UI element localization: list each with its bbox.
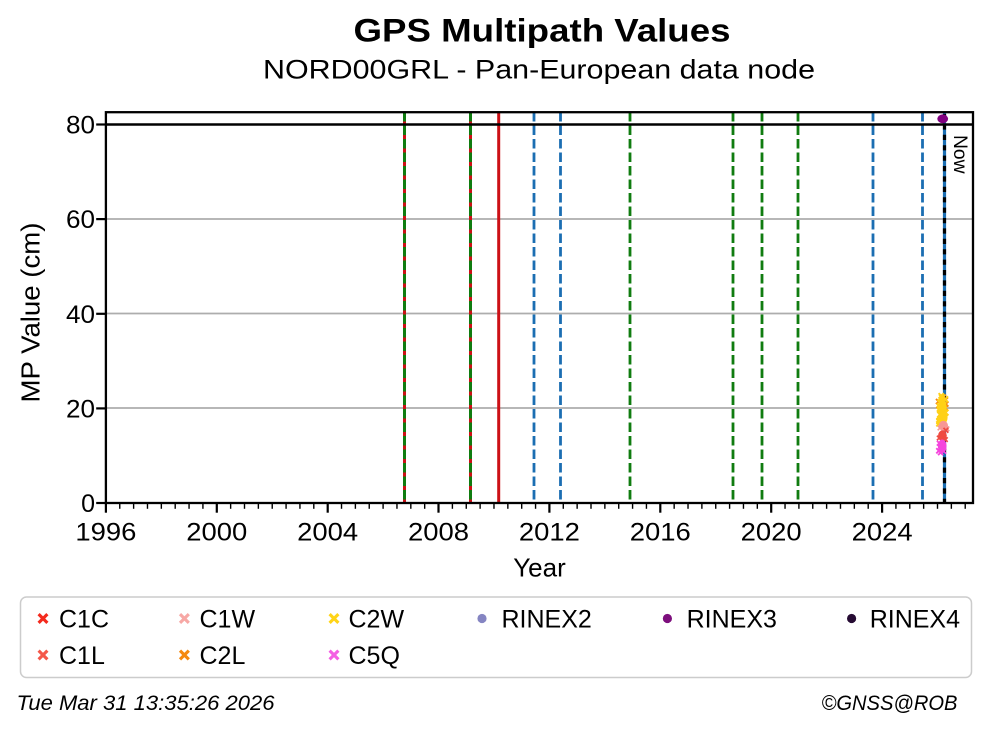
svg-text:RINEX2: RINEX2 — [502, 606, 592, 634]
svg-text:2000: 2000 — [186, 519, 247, 547]
svg-text:MP Value (cm): MP Value (cm) — [18, 223, 46, 403]
svg-text:GPS Multipath Values: GPS Multipath Values — [354, 13, 731, 49]
svg-text:60: 60 — [66, 206, 95, 234]
svg-text:Year: Year — [513, 552, 566, 582]
svg-text:NORD00GRL - Pan-European data: NORD00GRL - Pan-European data node — [263, 55, 815, 85]
svg-text:80: 80 — [66, 112, 95, 140]
svg-text:C5Q: C5Q — [349, 642, 400, 670]
svg-text:C1C: C1C — [59, 606, 109, 634]
svg-text:C1W: C1W — [200, 606, 256, 634]
svg-text:2020: 2020 — [741, 519, 802, 547]
svg-text:Now: Now — [949, 135, 970, 174]
svg-text:RINEX3: RINEX3 — [687, 606, 777, 634]
svg-text:C2L: C2L — [200, 642, 246, 670]
svg-text:RINEX4: RINEX4 — [870, 606, 960, 634]
svg-text:20: 20 — [66, 396, 95, 424]
svg-text:2012: 2012 — [519, 519, 580, 547]
svg-text:C1L: C1L — [59, 642, 105, 670]
svg-text:C2W: C2W — [349, 606, 405, 634]
svg-text:0: 0 — [81, 490, 95, 518]
svg-text:©GNSS@ROB: ©GNSS@ROB — [822, 691, 958, 715]
svg-text:1996: 1996 — [75, 519, 136, 547]
svg-text:2004: 2004 — [297, 519, 358, 547]
svg-text:2008: 2008 — [408, 519, 469, 547]
svg-text:40: 40 — [66, 301, 95, 329]
svg-text:2016: 2016 — [630, 519, 691, 547]
svg-text:2024: 2024 — [852, 519, 913, 547]
svg-text:Tue Mar 31 13:35:26 2026: Tue Mar 31 13:35:26 2026 — [17, 691, 275, 715]
